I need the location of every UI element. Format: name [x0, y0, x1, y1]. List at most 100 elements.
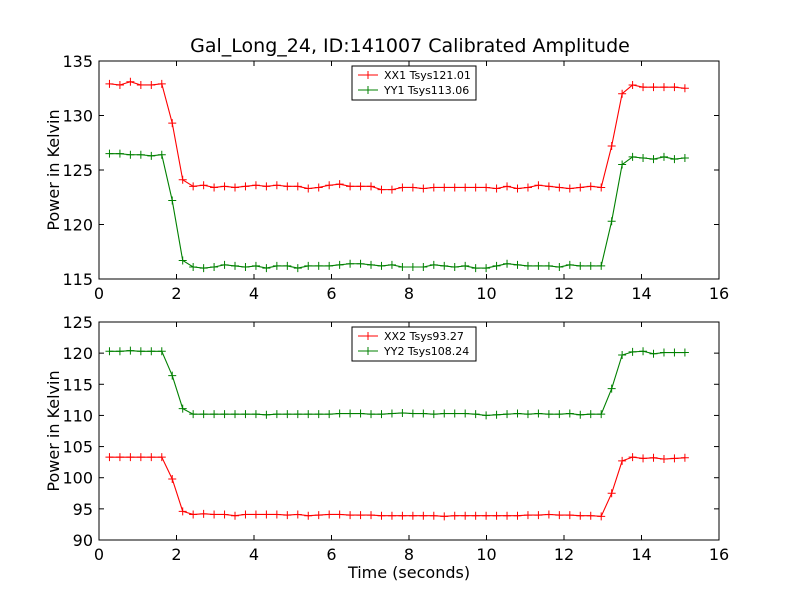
data-point: [503, 182, 512, 191]
data-point: [262, 510, 271, 519]
data-point: [346, 511, 355, 520]
data-point: [628, 80, 637, 89]
data-point: [272, 181, 281, 190]
data-point: [387, 409, 396, 418]
data-point: [450, 183, 459, 192]
data-point: [618, 89, 627, 98]
data-point: [220, 510, 229, 519]
data-point: [293, 510, 302, 519]
y-tick-label: 100: [62, 469, 93, 488]
data-point: [136, 80, 145, 89]
legend-marker: [364, 332, 372, 340]
data-point: [670, 454, 679, 463]
data-point: [262, 264, 271, 273]
data-point: [628, 347, 637, 356]
data-point: [210, 410, 219, 419]
data-point: [544, 510, 553, 519]
data-point: [367, 511, 376, 520]
data-point: [565, 260, 574, 269]
data-point: [429, 183, 438, 192]
data-point: [304, 410, 313, 419]
data-point: [178, 256, 187, 265]
data-point: [482, 411, 491, 420]
data-point: [565, 184, 574, 193]
data-point: [482, 511, 491, 520]
subplot-1: 0 2 4 6 8 10 12 14 16 115 120 125 130 135 Power in Kel…: [44, 52, 729, 303]
x-tick-label: 0: [94, 545, 104, 564]
data-point: [576, 410, 585, 419]
data-point: [408, 409, 417, 418]
y-tick-label: 115: [62, 375, 93, 394]
data-point: [377, 511, 386, 520]
data-point: [272, 510, 281, 519]
data-point: [283, 410, 292, 419]
y-tick-label: 115: [62, 270, 93, 289]
data-point: [126, 150, 135, 159]
y-tick-label: 110: [62, 406, 93, 425]
data-point: [241, 263, 250, 272]
series-xx1: [105, 77, 689, 194]
data-point: [523, 511, 532, 520]
data-point: [314, 261, 323, 270]
data-point: [115, 347, 124, 356]
data-point: [251, 510, 260, 519]
data-point: [356, 511, 365, 520]
data-point: [346, 259, 355, 268]
data-point: [367, 410, 376, 419]
data-point: [513, 184, 522, 193]
data-point: [335, 260, 344, 269]
data-point: [607, 217, 616, 226]
data-point: [220, 182, 229, 191]
data-point: [210, 510, 219, 519]
data-point: [649, 83, 658, 92]
data-point: [618, 160, 627, 169]
data-point: [314, 410, 323, 419]
data-point: [576, 183, 585, 192]
legend-marker: [364, 71, 372, 79]
data-point: [178, 507, 187, 516]
data-point: [189, 510, 198, 519]
data-point: [659, 152, 668, 161]
data-point: [586, 182, 595, 191]
legend-entry: XX2 Tsys93.27: [384, 330, 464, 343]
data-point: [649, 155, 658, 164]
data-point: [555, 183, 564, 192]
data-point: [513, 511, 522, 520]
data-point: [482, 183, 491, 192]
data-point: [356, 259, 365, 268]
data-point: [199, 264, 208, 273]
data-point: [325, 510, 334, 519]
y-axis-label: Power in Kelvin: [44, 109, 63, 230]
series-yy2: [105, 346, 689, 420]
data-point: [304, 184, 313, 193]
data-point: [367, 260, 376, 269]
data-point: [210, 263, 219, 272]
data-point: [523, 183, 532, 192]
data-point: [639, 347, 648, 356]
data-point: [241, 182, 250, 191]
data-point: [492, 511, 501, 520]
data-point: [157, 453, 166, 462]
data-point: [335, 180, 344, 189]
data-point: [555, 511, 564, 520]
data-point: [618, 456, 627, 465]
data-point: [586, 511, 595, 520]
data-point: [398, 511, 407, 520]
data-point: [199, 410, 208, 419]
data-point: [429, 410, 438, 419]
data-point: [283, 511, 292, 520]
data-point: [419, 184, 428, 193]
data-point: [356, 182, 365, 191]
data-point: [136, 453, 145, 462]
data-point: [314, 511, 323, 520]
data-point: [670, 83, 679, 92]
legend-marker: [364, 86, 372, 94]
data-point: [147, 151, 156, 160]
data-point: [126, 346, 135, 355]
data-point: [586, 261, 595, 270]
x-tick-label: 6: [326, 284, 336, 303]
x-tick-label: 12: [554, 284, 574, 303]
data-point: [628, 152, 637, 161]
data-point: [419, 409, 428, 418]
